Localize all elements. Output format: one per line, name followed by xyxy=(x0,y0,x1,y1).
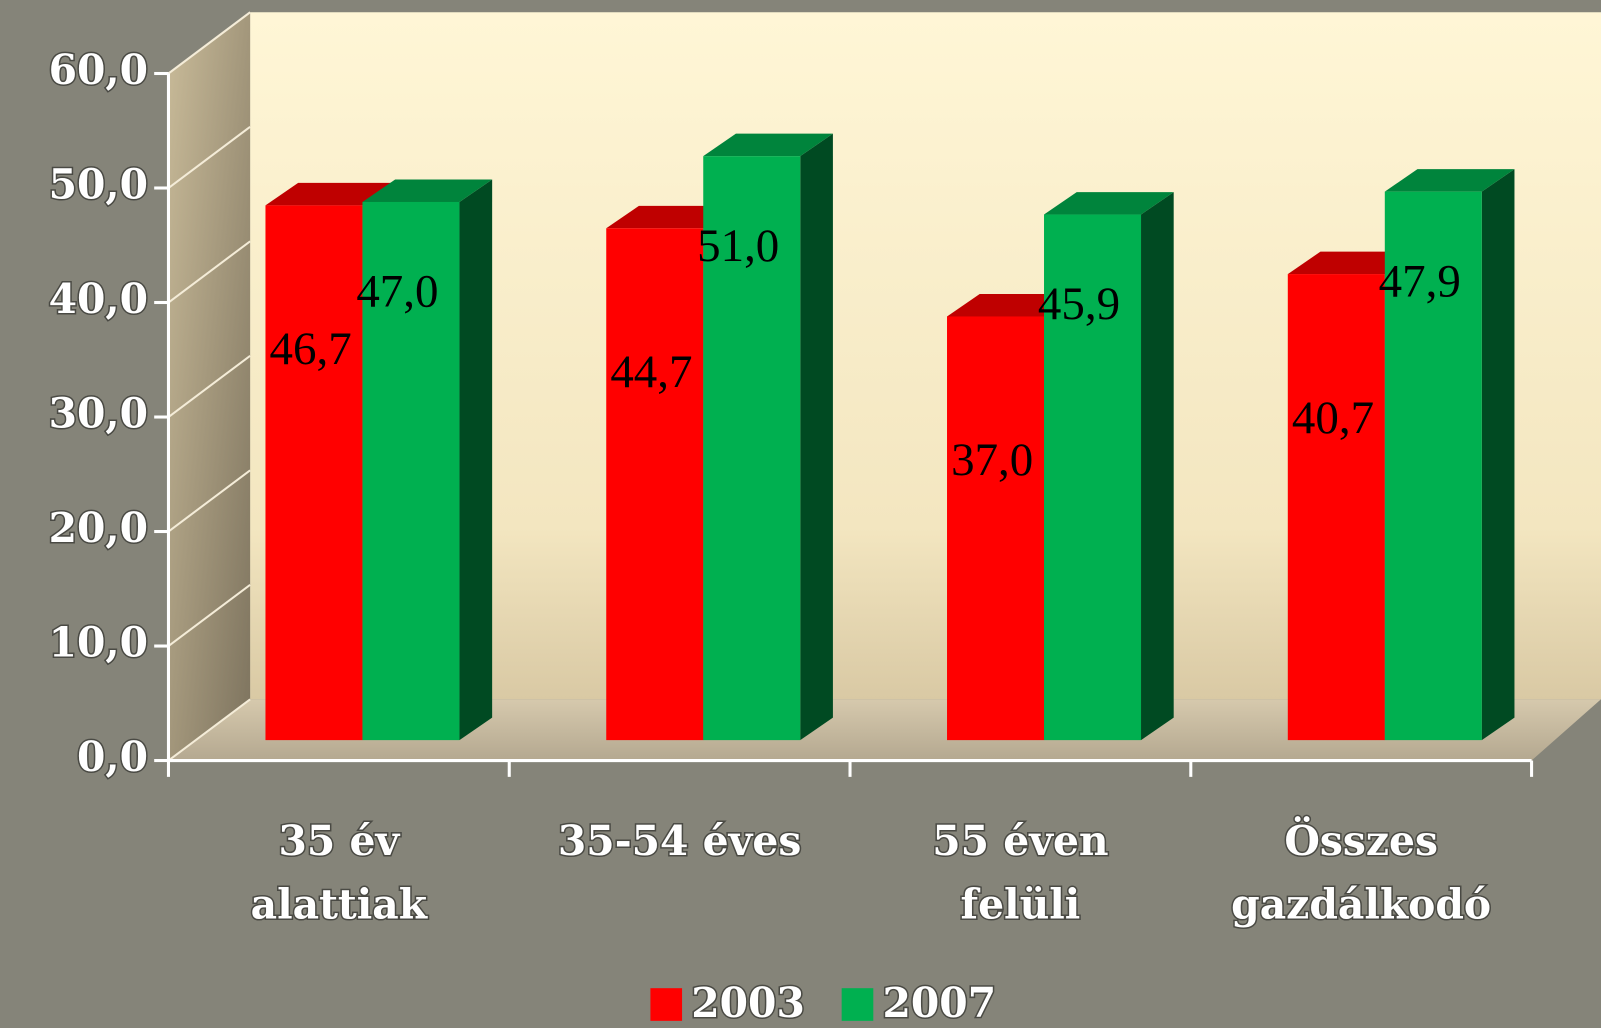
grid-line xyxy=(167,125,251,189)
data-label: 37,0 xyxy=(951,434,1033,486)
grid-line xyxy=(167,11,251,75)
bar xyxy=(1044,214,1142,741)
data-label: 47,0 xyxy=(356,266,438,318)
bar-side xyxy=(800,133,833,741)
bar xyxy=(703,156,801,741)
y-tick-label: 0,0 xyxy=(77,733,148,781)
legend-label: 2003 xyxy=(691,979,805,1027)
bar xyxy=(265,205,363,741)
x-tick-label: Összes gazdálkodó xyxy=(1231,816,1491,928)
bar xyxy=(1384,191,1482,741)
data-label: 51,0 xyxy=(697,220,779,272)
grid-line xyxy=(167,469,251,533)
bar-side xyxy=(1141,192,1174,741)
bar-top xyxy=(1384,169,1515,192)
bar-top xyxy=(1044,192,1174,215)
bar xyxy=(947,316,1045,741)
grid-line xyxy=(167,240,251,304)
y-tick-label: 50,0 xyxy=(49,161,148,209)
y-tick-label: 30,0 xyxy=(49,390,148,438)
y-tick-label: 60,0 xyxy=(49,46,148,94)
bar xyxy=(606,228,704,741)
bar xyxy=(362,201,460,741)
legend-swatch xyxy=(650,988,683,1021)
grid-line xyxy=(167,354,251,418)
data-label: 44,7 xyxy=(610,346,692,398)
data-label: 45,9 xyxy=(1038,278,1120,330)
x-tick-label: 35-54 éves xyxy=(558,817,801,865)
bar-top xyxy=(265,182,396,206)
legend-label: 2007 xyxy=(882,979,996,1027)
grid-line xyxy=(167,583,251,647)
legend-swatch xyxy=(841,988,874,1021)
bar xyxy=(1287,274,1385,741)
data-label: 46,7 xyxy=(270,323,352,375)
floor xyxy=(168,699,1601,761)
data-label: 47,9 xyxy=(1379,255,1461,307)
y-tick-label: 40,0 xyxy=(49,275,148,323)
grid-line xyxy=(167,698,251,762)
bar-top xyxy=(703,133,833,157)
x-tick-label: 35 év alattiak xyxy=(251,817,428,928)
x-tick-label: 55 éven felüli xyxy=(932,817,1108,928)
bar-side xyxy=(1481,169,1515,741)
bar-side xyxy=(459,179,493,741)
bar-top xyxy=(362,179,493,202)
y-tick-label: 10,0 xyxy=(49,619,148,667)
data-label: 40,7 xyxy=(1292,392,1374,444)
y-tick-label: 20,0 xyxy=(49,504,148,552)
